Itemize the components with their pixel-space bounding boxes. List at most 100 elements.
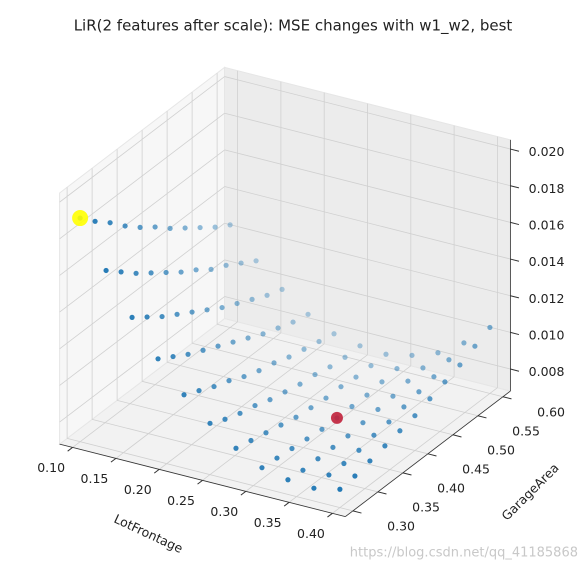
point [352, 473, 358, 479]
y-axis-label: GarageArea [498, 460, 561, 523]
point [341, 460, 347, 467]
point [249, 296, 255, 302]
tick-mark [510, 185, 520, 189]
grid-line [224, 222, 511, 297]
point [222, 416, 228, 422]
grid-line [59, 222, 225, 350]
tick-mark [327, 512, 333, 518]
point [279, 286, 285, 292]
point [181, 392, 187, 398]
point [401, 404, 407, 410]
point [364, 392, 370, 398]
tick-mark [510, 331, 520, 336]
tick-mark [510, 221, 520, 226]
point [227, 222, 233, 228]
point [461, 340, 467, 346]
point [163, 269, 169, 276]
point [174, 311, 180, 317]
point [263, 430, 269, 436]
point [237, 410, 243, 416]
y-tick-label: 0.45 [462, 462, 490, 477]
y-tick-label: 0.40 [437, 481, 465, 496]
point [107, 220, 113, 226]
tick-mark [510, 258, 520, 262]
point [286, 354, 292, 360]
x-axis-label: LotFrontage [112, 511, 186, 556]
point [92, 218, 98, 224]
point [383, 351, 389, 357]
point [118, 269, 124, 275]
point [233, 445, 239, 451]
tick-mark [110, 457, 117, 463]
z-tick-label: 0.016 [529, 218, 565, 233]
point [137, 224, 143, 230]
point [472, 343, 478, 349]
point [315, 456, 321, 462]
point [278, 422, 284, 428]
best-point [330, 411, 343, 424]
point [267, 397, 273, 403]
point [394, 365, 400, 372]
grid-line [217, 323, 503, 398]
grid-line [59, 186, 225, 313]
point [409, 352, 415, 358]
point [193, 267, 199, 273]
tick-mark [377, 491, 387, 495]
tick-mark [502, 396, 512, 400]
point [319, 426, 325, 432]
point [427, 396, 433, 402]
point [331, 331, 337, 337]
point [260, 331, 266, 337]
x-tick-label: 0.15 [81, 471, 109, 486]
z-tick-label: 0.018 [529, 181, 565, 196]
grid-line [59, 296, 225, 423]
point [356, 447, 362, 453]
point [431, 374, 437, 380]
point [289, 445, 295, 452]
point [248, 437, 254, 444]
tick-mark [427, 453, 437, 457]
grid-line [59, 76, 225, 203]
point [211, 383, 217, 390]
point [253, 258, 259, 264]
grid-line [224, 76, 511, 150]
y-tick-label: 0.35 [412, 500, 440, 515]
grid-line [192, 342, 478, 417]
point [234, 300, 240, 307]
point [305, 311, 311, 317]
grid-line [117, 399, 403, 474]
point [412, 413, 418, 419]
z-tick-label: 0.010 [529, 327, 565, 342]
point [238, 260, 244, 266]
point [338, 384, 344, 390]
point [122, 223, 128, 229]
x-tick-label: 0.40 [297, 526, 325, 541]
grid-line [67, 438, 353, 512]
chart-title: LiR(2 features after scale): MSE changes… [74, 17, 513, 36]
point [293, 414, 299, 420]
point [405, 378, 411, 384]
point [323, 395, 329, 401]
z-tick-label: 0.012 [529, 291, 565, 306]
point [330, 444, 336, 450]
grid-line [59, 259, 225, 386]
grid-line [224, 112, 511, 187]
tick-mark [477, 415, 487, 419]
point [311, 485, 317, 491]
point [345, 433, 351, 439]
x-tick-label: 0.35 [254, 515, 282, 530]
point [353, 374, 359, 380]
point [312, 371, 318, 378]
point [241, 373, 247, 380]
x-tick-label: 0.20 [124, 482, 152, 497]
point [342, 354, 348, 360]
point [326, 472, 332, 478]
point [155, 356, 161, 362]
point [245, 335, 251, 341]
start-point [72, 210, 89, 227]
x-tick-label: 0.30 [210, 504, 238, 519]
point [300, 467, 306, 473]
point [189, 309, 195, 315]
point [316, 338, 322, 345]
point [185, 351, 191, 357]
